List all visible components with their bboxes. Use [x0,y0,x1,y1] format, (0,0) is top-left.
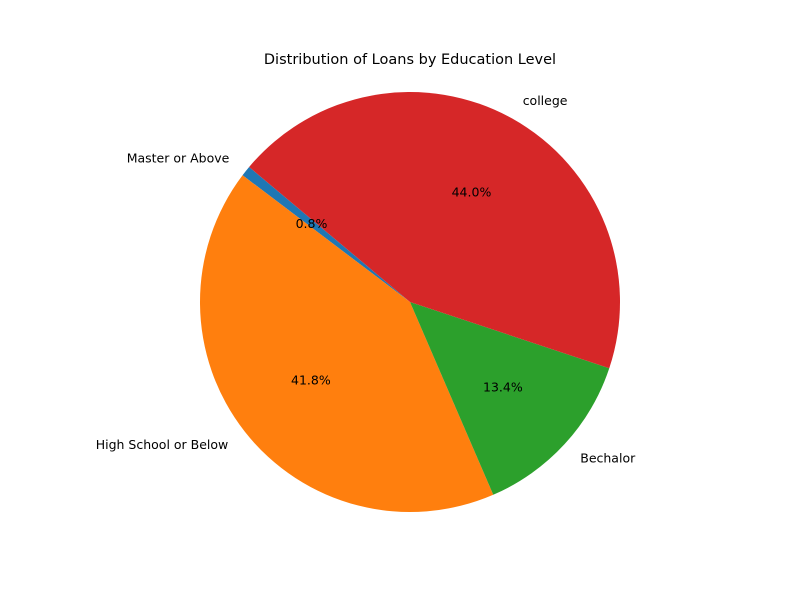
slice-labels: Master or Above High School or Below Becha… [96,93,636,466]
chart-title: Distribution of Loans by Education Level [264,52,556,68]
percent-label-1: 41.8% [291,372,331,387]
slice-label-2: Bechalor [580,451,636,466]
slice-label-3: college [523,93,568,108]
pie-slice-2 [410,302,610,495]
pie-slice-3 [249,91,620,369]
slice-label-1: High School or Below [96,437,229,452]
pie-slices [199,91,620,513]
slice-label-0: Master or Above [127,151,230,166]
pie-slice-0 [242,167,410,302]
percent-label-2: 13.4% [483,380,523,395]
percent-labels: 0.8% 41.8% 13.4% 44.0% [291,185,523,395]
percent-label-3: 44.0% [452,185,492,200]
percent-label-0: 0.8% [296,216,328,231]
pie-slice-1 [199,175,494,513]
